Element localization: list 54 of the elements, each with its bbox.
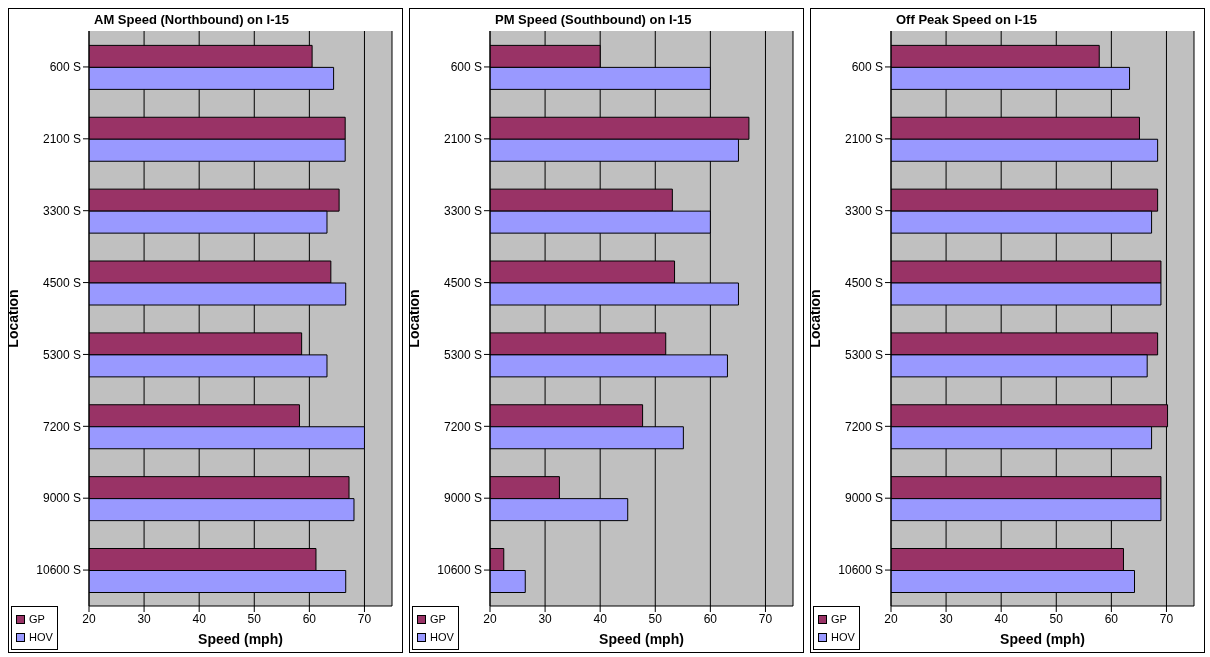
y-tick-label: 9000 S <box>42 491 81 506</box>
x-tick-label: 50 <box>648 611 663 626</box>
legend-label: HOV <box>831 630 855 645</box>
x-tick-label: 50 <box>247 611 262 626</box>
y-tick-label: 7200 S <box>42 419 81 434</box>
y-tick-label: 3300 S <box>844 203 883 218</box>
y-tick-label: 7200 S <box>844 419 883 434</box>
y-tick-label: 4500 S <box>844 275 883 290</box>
x-tick-label: 70 <box>357 611 372 626</box>
y-tick-label: 600 S <box>851 60 883 75</box>
x-tick-label: 30 <box>538 611 553 626</box>
y-tick-label: 2100 S <box>844 132 883 147</box>
x-tick-label: 70 <box>758 611 773 626</box>
y-tick-label: 3300 S <box>443 203 482 218</box>
y-tick-label: 4500 S <box>42 275 81 290</box>
chart-title: PM Speed (Southbound) on I-15 <box>495 12 693 27</box>
x-tick-label: 30 <box>137 611 152 626</box>
y-tick-label: 5300 S <box>42 347 81 362</box>
x-axis-title: Speed (mph) <box>198 631 283 647</box>
x-tick-label: 30 <box>939 611 954 626</box>
x-tick-label: 40 <box>593 611 608 626</box>
y-tick-label: 7200 S <box>443 419 482 434</box>
y-tick-label: 600 S <box>49 60 81 75</box>
legend-label: GP <box>831 612 847 627</box>
x-tick-label: 70 <box>1159 611 1174 626</box>
y-tick-label: 10600 S <box>36 563 81 578</box>
legend-label: GP <box>430 612 446 627</box>
y-tick-label: 4500 S <box>443 275 482 290</box>
x-tick-label: 60 <box>302 611 317 626</box>
x-tick-label: 50 <box>1049 611 1064 626</box>
x-tick-label: 20 <box>884 611 898 626</box>
x-tick-label: 60 <box>1104 611 1119 626</box>
y-tick-label: 9000 S <box>443 491 482 506</box>
y-tick-label: 2100 S <box>42 132 81 147</box>
x-tick-label: 20 <box>483 611 497 626</box>
legend-label: GP <box>29 612 45 627</box>
y-tick-label: 2100 S <box>443 132 482 147</box>
y-tick-label: 5300 S <box>443 347 482 362</box>
x-tick-label: 40 <box>192 611 207 626</box>
legend-label: HOV <box>29 630 53 645</box>
x-axis-title: Speed (mph) <box>1000 631 1085 647</box>
y-tick-label: 5300 S <box>844 347 883 362</box>
x-tick-label: 60 <box>703 611 718 626</box>
y-tick-label: 10600 S <box>437 563 482 578</box>
y-tick-label: 3300 S <box>42 203 81 218</box>
y-tick-label: 9000 S <box>844 491 883 506</box>
chart-title: Off Peak Speed on I-15 <box>896 12 1038 27</box>
x-tick-label: 20 <box>82 611 96 626</box>
x-axis-title: Speed (mph) <box>599 631 684 647</box>
y-tick-label: 10600 S <box>838 563 883 578</box>
chart-title: AM Speed (Northbound) on I-15 <box>94 12 290 27</box>
y-tick-label: 600 S <box>450 60 482 75</box>
x-tick-label: 40 <box>994 611 1009 626</box>
legend-label: HOV <box>430 630 454 645</box>
